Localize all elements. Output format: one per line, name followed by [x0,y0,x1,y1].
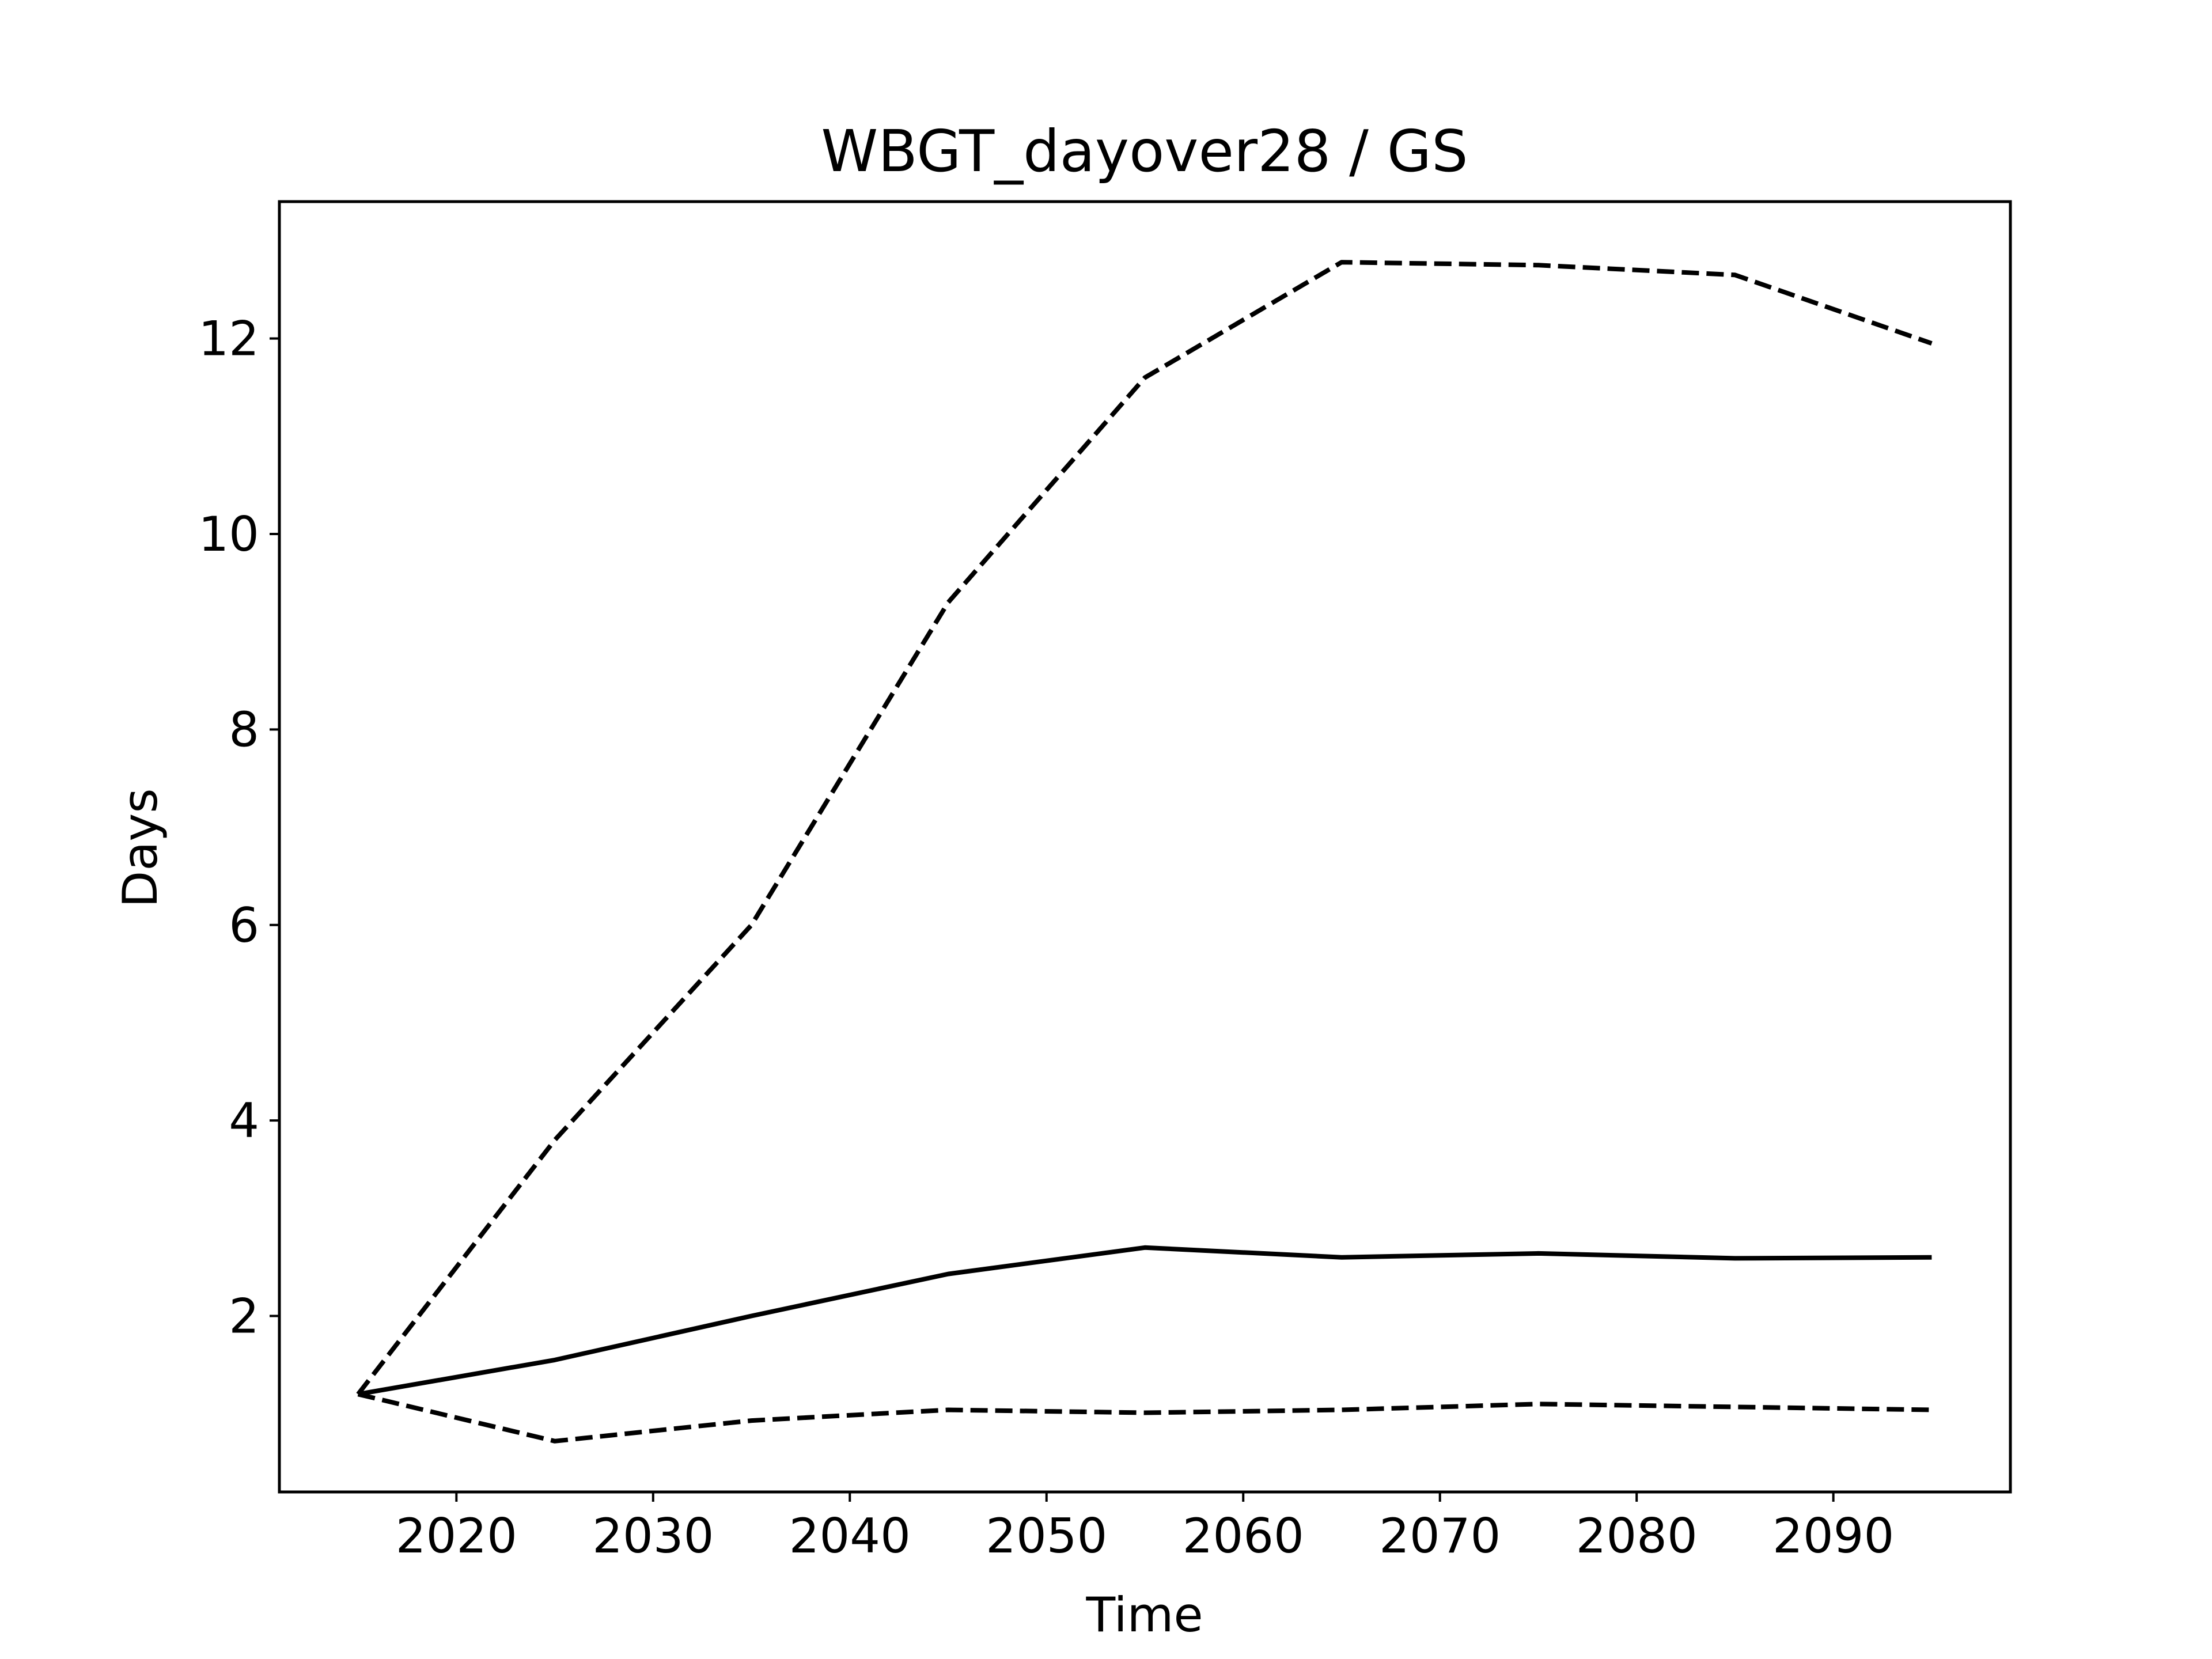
y-tick-label: 2 [229,1289,259,1344]
dashed-series-line-2 [357,1392,1932,1444]
x-tick-label: 2020 [396,1508,517,1564]
x-tick-label: 2070 [1379,1508,1501,1564]
x-tick-label: 2090 [1772,1508,1894,1564]
y-tick-label: 6 [229,897,259,953]
y-axis: 2 4 6 8 10 12 [198,311,279,1344]
plot-frame [278,200,2012,1494]
dashed-series-line-0 [356,260,1933,1396]
series-layer [356,260,1933,1444]
y-tick-label: 10 [198,506,259,562]
chart-title: WBGT_dayover28 / GS [821,118,1468,185]
y-tick-label: 12 [198,311,259,367]
x-tick-label: 2030 [592,1508,714,1564]
solid-series-line-1 [357,1245,1932,1397]
y-tick-label: 8 [229,702,259,757]
x-axis: 2020 2030 2040 2050 2060 2070 2080 2090 [396,1492,1894,1564]
x-tick-label: 2060 [1183,1508,1304,1564]
x-tick-label: 2040 [789,1508,911,1564]
y-axis-label: Days [112,788,168,907]
x-tick-label: 2080 [1576,1508,1698,1564]
x-tick-label: 2050 [986,1508,1107,1564]
x-axis-label: Time [1085,1587,1203,1643]
y-tick-label: 4 [229,1093,259,1149]
